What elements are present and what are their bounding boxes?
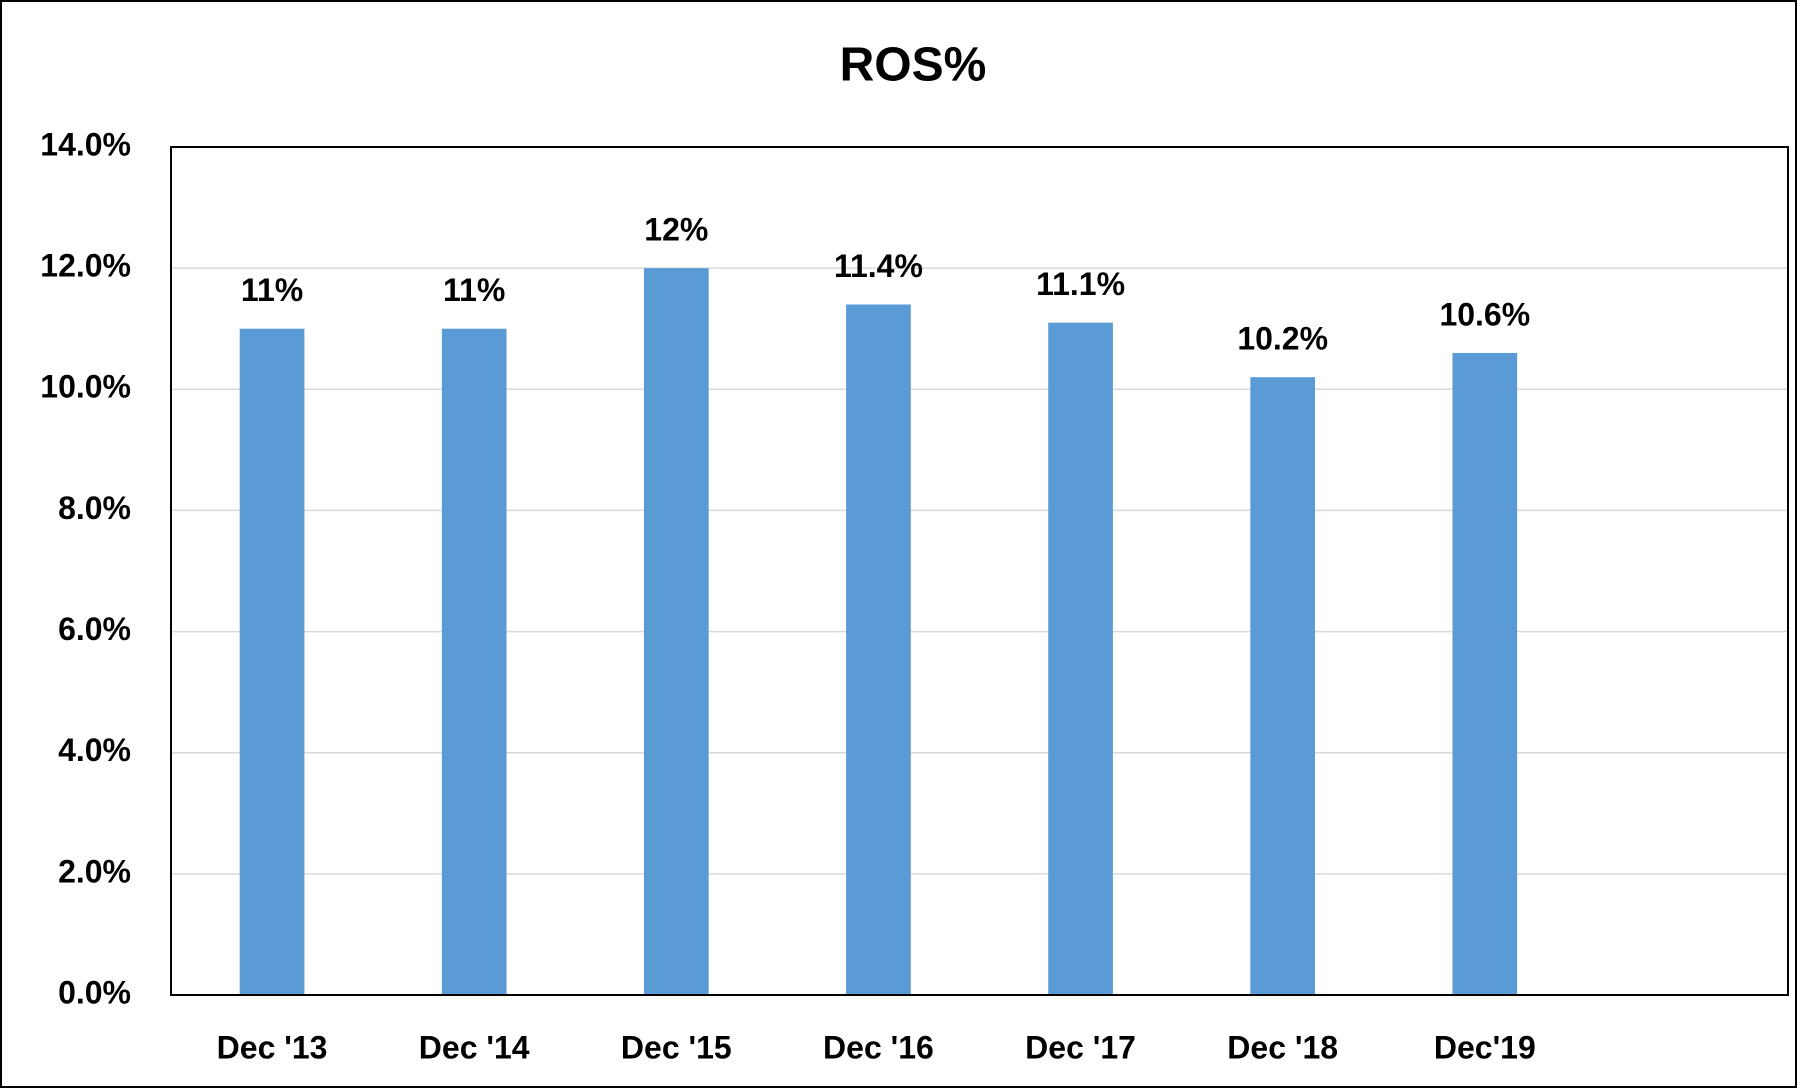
bar xyxy=(1250,377,1316,996)
y-tick-label: 12.0% xyxy=(40,248,131,284)
bar xyxy=(441,328,507,995)
bar xyxy=(239,328,305,995)
y-tick-label: 8.0% xyxy=(58,490,131,526)
y-tick-label: 10.0% xyxy=(40,369,131,405)
y-tick-label: 0.0% xyxy=(58,974,131,1010)
y-tick-label: 2.0% xyxy=(58,853,131,889)
data-label: 11% xyxy=(241,272,303,308)
x-tick-label: Dec'19 xyxy=(1434,1029,1536,1065)
data-label: 12% xyxy=(644,212,708,248)
data-label: 11% xyxy=(443,272,505,308)
x-tick-label: Dec '16 xyxy=(823,1029,934,1065)
data-label: 11.1% xyxy=(1036,266,1125,302)
chart-title: ROS% xyxy=(840,39,987,92)
data-label: 10.6% xyxy=(1439,296,1530,332)
bar xyxy=(846,304,911,995)
data-label: 10.2% xyxy=(1237,321,1328,357)
y-tick-label: 14.0% xyxy=(40,126,131,162)
x-tick-label: Dec '13 xyxy=(217,1029,328,1065)
x-tick-label: Dec '17 xyxy=(1025,1029,1136,1065)
x-tick-label: Dec '18 xyxy=(1227,1029,1338,1065)
bar xyxy=(643,268,709,996)
bar xyxy=(1048,322,1113,996)
x-tick-label: Dec '14 xyxy=(419,1029,530,1065)
bar xyxy=(1452,352,1518,995)
x-tick-label: Dec '15 xyxy=(621,1029,732,1065)
y-tick-label: 6.0% xyxy=(58,611,131,647)
plot-frame xyxy=(170,146,1789,996)
y-tick-label: 4.0% xyxy=(58,732,131,768)
data-label: 11.4% xyxy=(834,248,923,284)
